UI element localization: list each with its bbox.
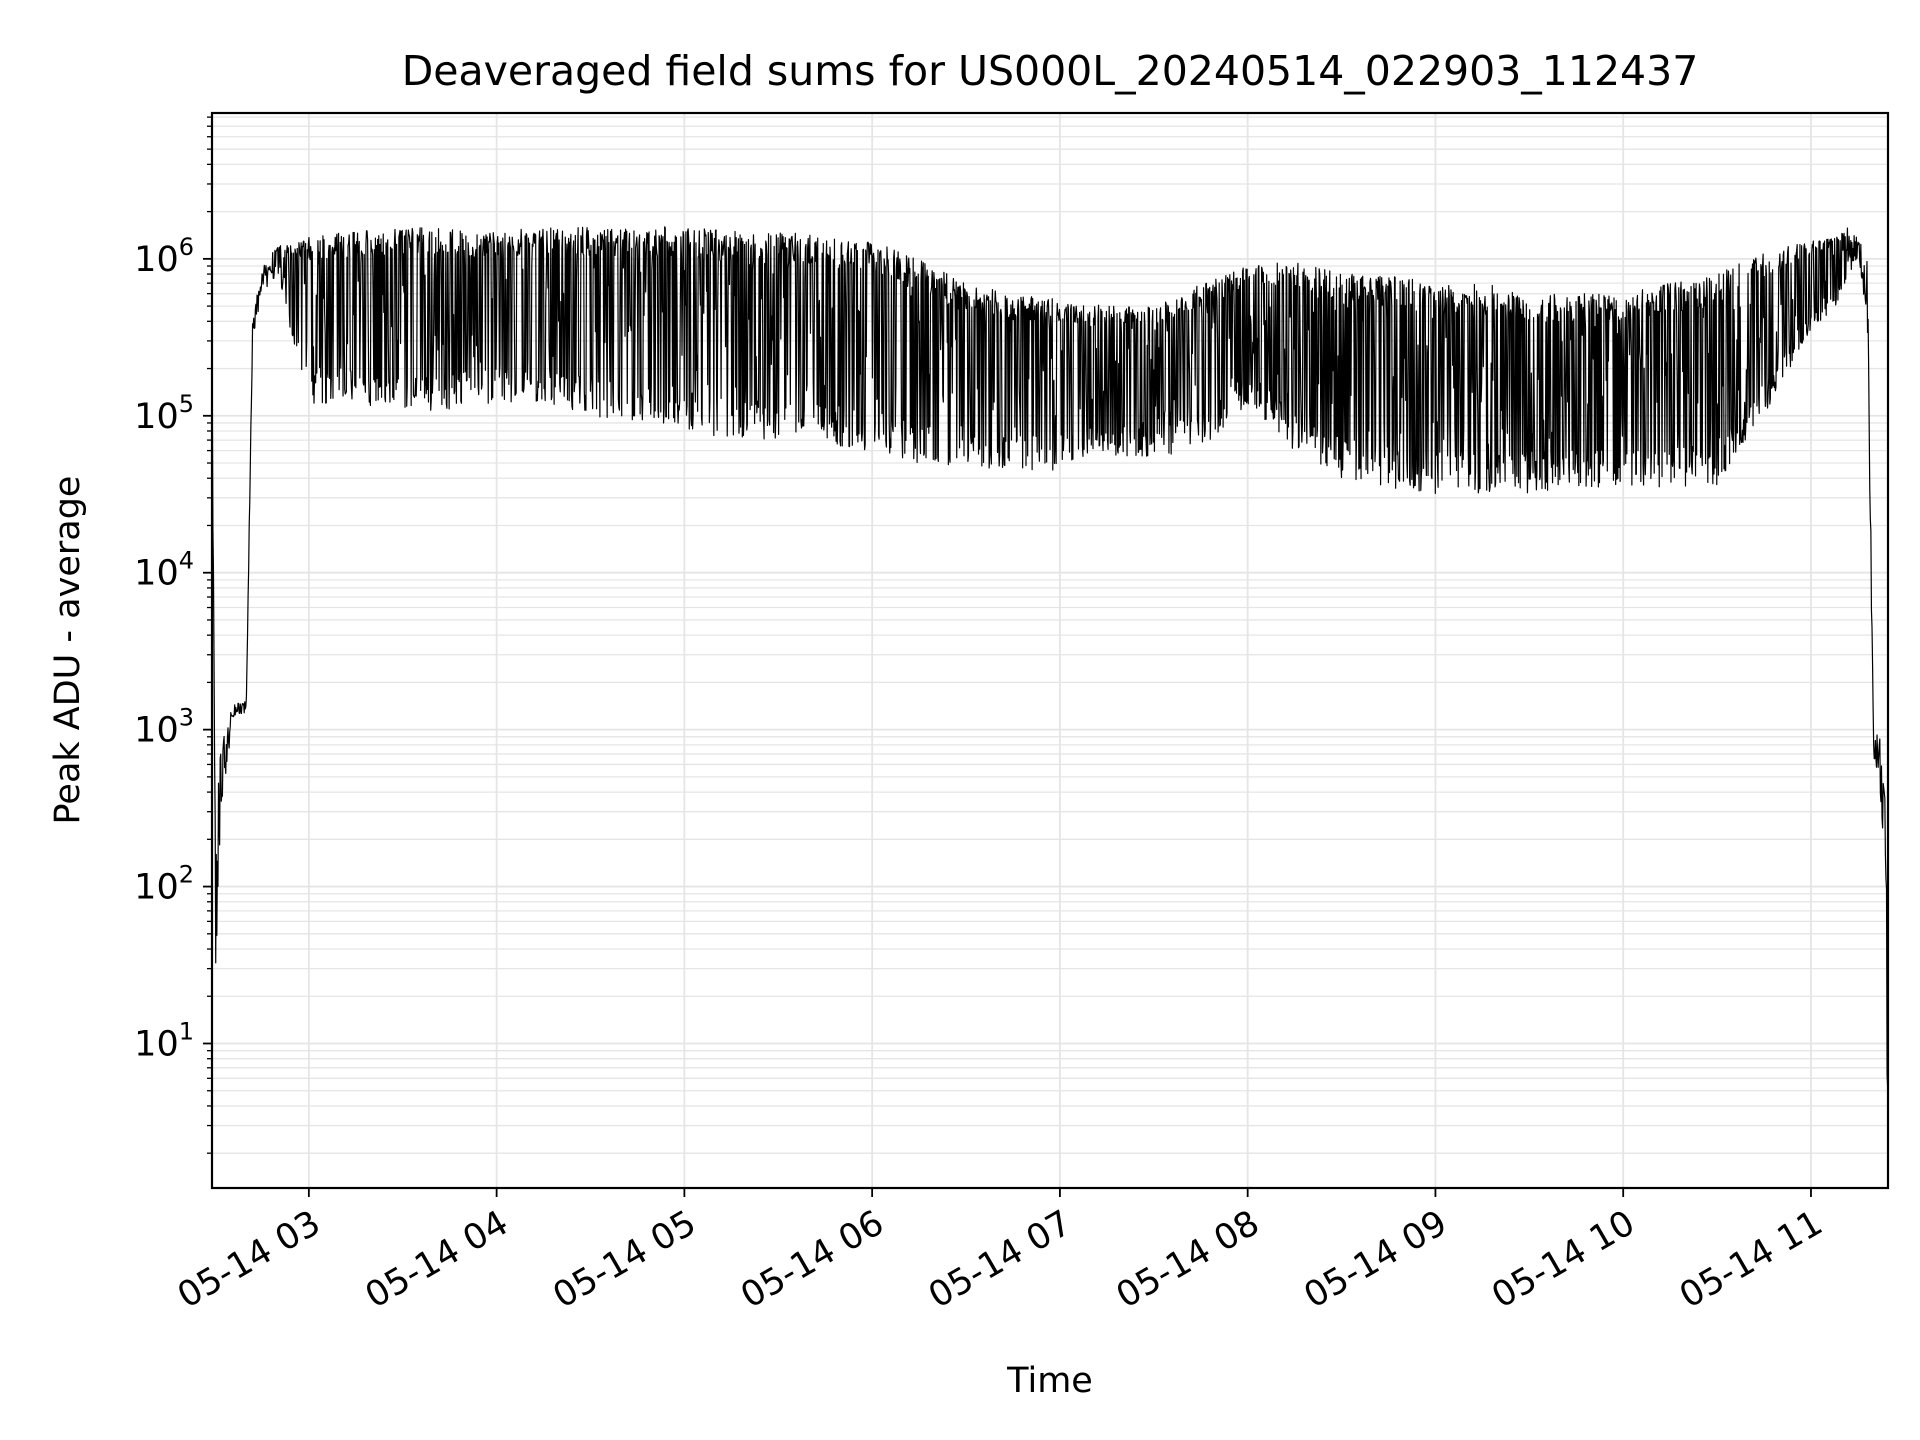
plot-frame — [210, 111, 1890, 1190]
y-tick-label: 105 — [134, 390, 194, 437]
y-tick-label-base: 10 — [134, 554, 179, 594]
y-tick-label: 101 — [134, 1017, 194, 1064]
y-tick-label: 103 — [134, 704, 194, 751]
y-tick-label-base: 10 — [134, 240, 179, 280]
y-tick-label-base: 10 — [134, 711, 179, 751]
series-trace — [211, 226, 1889, 1087]
y-tick-label-base: 10 — [134, 397, 179, 437]
y-tick-label-exponent: 3 — [179, 704, 194, 732]
y-tick-label-exponent: 5 — [179, 390, 194, 418]
y-tick-label-base: 10 — [134, 1024, 179, 1064]
y-tick-label-exponent: 4 — [179, 547, 194, 575]
chart-title: Deaveraged field sums for US000L_2024051… — [402, 47, 1699, 95]
y-tick-label: 102 — [134, 861, 194, 908]
y-tick-label: 104 — [134, 547, 194, 594]
y-tick-label-exponent: 1 — [179, 1017, 194, 1045]
y-tick-label-exponent: 6 — [179, 233, 194, 261]
y-axis-label: Peak ADU - average — [48, 476, 88, 825]
x-axis-label: Time — [1006, 1361, 1093, 1401]
y-tick-label: 106 — [134, 233, 194, 280]
series-line — [211, 226, 1889, 1087]
y-tick-label-base: 10 — [134, 868, 179, 908]
y-tick-label-exponent: 2 — [179, 861, 194, 889]
